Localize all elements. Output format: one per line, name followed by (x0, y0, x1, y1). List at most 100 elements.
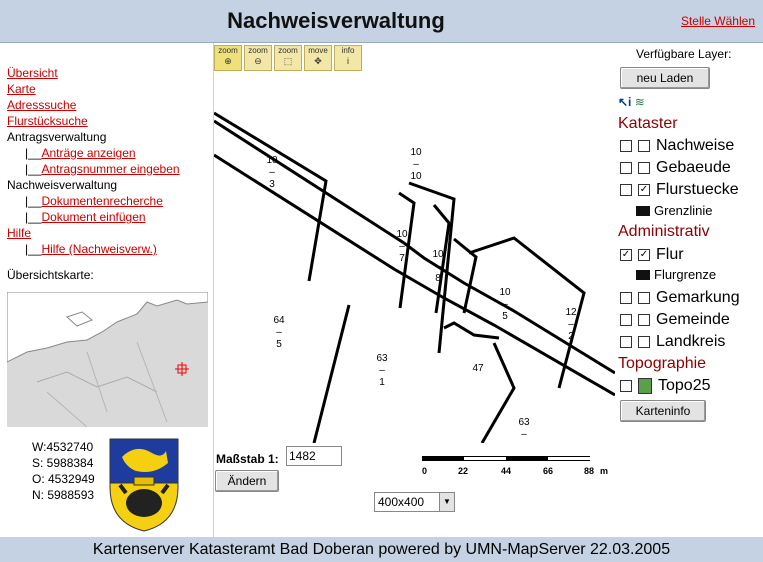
svg-text:–: – (435, 261, 441, 272)
stelle-waehlen-link[interactable]: Stelle Wählen (680, 14, 755, 28)
zoom-in-tool[interactable]: zoom ⊕ (214, 45, 242, 71)
parcel-label: 47 (472, 363, 484, 374)
group-kataster: Kataster (618, 115, 678, 132)
checkbox-landkreis-visible[interactable] (638, 336, 650, 348)
nav-menu: Übersicht Karte Adresssuche Flurstücksuc… (7, 66, 180, 256)
parcel-label: 63– (518, 417, 530, 440)
svg-text:10: 10 (410, 147, 422, 158)
svg-text:63: 63 (518, 417, 530, 428)
checkbox-topo25[interactable] (620, 380, 632, 392)
layer-flur: Flur (656, 246, 684, 263)
nav-flurstueckssuche[interactable]: Flurstücksuche (7, 114, 88, 128)
scale-panel: Maßstab 1: Ändern 0 22 44 66 88 m 400x40… (214, 444, 614, 536)
zoom-in-icon: ⊕ (224, 56, 232, 66)
parcel-label: 10–5 (499, 287, 511, 322)
svg-text:10: 10 (499, 287, 511, 298)
svg-text:44: 44 (501, 466, 511, 476)
svg-text:88: 88 (584, 466, 594, 476)
checkbox-flurstuecke-visible[interactable]: ✓ (638, 184, 650, 196)
info-tool[interactable]: info i (334, 45, 362, 71)
crosshair-icon (175, 362, 189, 376)
parcel-label: 10–10 (410, 147, 422, 182)
svg-text:–: – (521, 429, 527, 440)
move-tool[interactable]: move ✥ (304, 45, 332, 71)
neu-laden-button[interactable]: neu Laden (620, 67, 710, 89)
coordinate-readout: W:4532740 S: 5988384 O: 4532949 N: 59885… (32, 440, 95, 502)
svg-text:–: – (399, 241, 405, 252)
svg-text:–: – (379, 365, 385, 376)
nav-hilfe-nachweis[interactable]: Hilfe (Nachweisverw.) (41, 242, 157, 256)
nav-hilfe[interactable]: Hilfe (7, 226, 32, 240)
chevron-down-icon: ▼ (439, 493, 454, 511)
svg-text:1: 1 (379, 377, 385, 388)
checkbox-gemarkung-query[interactable] (620, 292, 632, 304)
svg-text:66: 66 (543, 466, 553, 476)
parcel-label: 10–3 (266, 155, 278, 190)
checkbox-gemarkung-visible[interactable] (638, 292, 650, 304)
move-icon: ✥ (314, 56, 322, 66)
svg-text:–: – (276, 327, 282, 338)
nav-uebersicht[interactable]: Übersicht (7, 66, 58, 80)
layer-nachweise: Nachweise (656, 137, 735, 154)
layer-gebaeude: Gebaeude (656, 159, 731, 176)
checkbox-flur-query[interactable]: ✓ (620, 249, 632, 261)
nav-antraege-anzeigen[interactable]: Anträge anzeigen (41, 146, 136, 160)
parcel-label: 64–5 (273, 315, 285, 350)
scale-label: Maßstab 1: (216, 452, 279, 466)
map-size-select[interactable]: 400x400 ▼ (374, 492, 455, 512)
checkbox-flurstuecke-query[interactable] (620, 184, 632, 196)
karteninfo-button[interactable]: Karteninfo (620, 400, 706, 422)
zoom-out-tool[interactable]: zoom ⊖ (244, 45, 272, 71)
parcel-label: 12–2 (565, 307, 577, 342)
scale-bar: 0 22 44 66 88 m (422, 456, 612, 486)
svg-text:63: 63 (376, 353, 388, 364)
checkbox-gebaeude-visible[interactable] (638, 162, 650, 174)
overview-map-label: Übersichtskarte: (7, 268, 94, 282)
scale-input[interactable] (286, 446, 342, 466)
nav-adresssuche[interactable]: Adresssuche (7, 98, 77, 112)
header-bar: Nachweisverwaltung Stelle Wählen (0, 0, 763, 43)
svg-text:12: 12 (565, 307, 577, 318)
footer-bar: Kartenserver Katasteramt Bad Doberan pow… (0, 537, 763, 562)
parcel-label: 10–8 (432, 249, 444, 284)
zoom-box-icon: ⬚ (283, 56, 293, 66)
svg-text:5: 5 (276, 339, 282, 350)
checkbox-gemeinde-query[interactable] (620, 314, 632, 326)
checkbox-landkreis-query[interactable] (620, 336, 632, 348)
nav-dokumentenrecherche[interactable]: Dokumentenrecherche (41, 194, 163, 208)
query-info-icon[interactable]: ↖i (618, 95, 632, 109)
layer-panel: Verfügbare Layer: neu Laden ↖i ≋ Kataste… (616, 43, 763, 537)
checkbox-gebaeude-query[interactable] (620, 162, 632, 174)
layers-icon[interactable]: ≋ (634, 95, 645, 109)
nav-karte[interactable]: Karte (7, 82, 36, 96)
topo25-icon (638, 378, 652, 394)
nav-dokument-einfuegen[interactable]: Dokument einfügen (41, 210, 146, 224)
map-view[interactable]: 10–3 10–10 10–7 10–8 10–5 12–2 64–5 63–1… (214, 43, 615, 443)
svg-text:7: 7 (399, 253, 405, 264)
zoom-box-tool[interactable]: zoom ⬚ (274, 45, 302, 71)
group-topographie: Topographie (618, 355, 707, 372)
coat-of-arms-logo (108, 437, 180, 538)
svg-text:22: 22 (458, 466, 468, 476)
layer-flurstuecke: Flurstuecke (656, 181, 739, 198)
svg-text:10: 10 (396, 229, 408, 240)
aendern-button[interactable]: Ändern (215, 470, 279, 492)
checkbox-nachweise-query[interactable] (620, 140, 632, 152)
svg-text:10: 10 (410, 171, 422, 182)
nav-nachweisverwaltung: Nachweisverwaltung (7, 178, 118, 192)
svg-text:3: 3 (269, 179, 275, 190)
nav-antragsverwaltung: Antragsverwaltung (7, 130, 107, 144)
left-navigation: Übersicht Karte Adresssuche Flurstücksuc… (0, 43, 214, 537)
zoom-out-icon: ⊖ (254, 56, 262, 66)
svg-text:47: 47 (472, 363, 484, 374)
group-administrativ: Administrativ (618, 223, 710, 240)
overview-map[interactable] (6, 291, 209, 428)
svg-text:m: m (600, 466, 608, 476)
layer-gemarkung: Gemarkung (656, 289, 740, 306)
info-icon: i (347, 56, 349, 66)
nav-antragsnummer[interactable]: Antragsnummer eingeben (41, 162, 180, 176)
checkbox-nachweise-visible[interactable] (638, 140, 650, 152)
flurgrenze-legend-icon (636, 269, 650, 280)
checkbox-gemeinde-visible[interactable] (638, 314, 650, 326)
checkbox-flur-visible[interactable]: ✓ (638, 249, 650, 261)
